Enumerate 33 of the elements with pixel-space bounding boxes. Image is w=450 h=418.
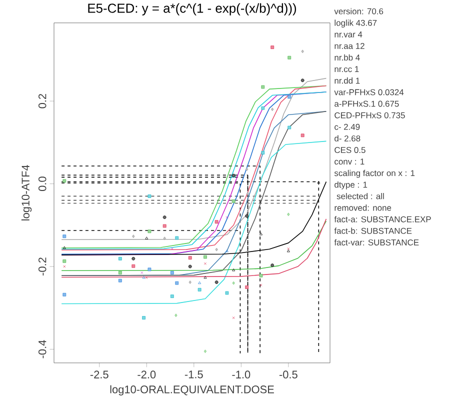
x-tick-label: -2.0 — [138, 370, 156, 378]
text: var-PFHxS 0.0324 — [334, 89, 404, 96]
text: scaling factor on x : 1 — [334, 170, 415, 178]
text: CED-PFHxS 0.735 — [334, 112, 405, 118]
x-tick-label: -1.0 — [232, 370, 250, 378]
y-tick-label: -0.4 — [38, 340, 46, 358]
text: removed: none — [334, 204, 392, 211]
text: dtype : 1 — [334, 181, 368, 190]
y-tick-label: 0.0 — [38, 176, 46, 192]
text: nr.bb 4 — [334, 54, 360, 61]
text: fact-b: SUBSTANCE — [334, 228, 412, 234]
text: CES 0.5 — [334, 147, 366, 154]
x-tick-label: -0.5 — [279, 370, 298, 378]
y-tick-label: 0.2 — [38, 94, 46, 108]
text: nr.aa 12 — [334, 43, 364, 50]
x-axis-title: log10-ORAL.EQUIVALENT.DOSE — [110, 385, 274, 396]
text: nr.var 4 — [334, 32, 362, 38]
text: fact-var: SUBSTANCE — [334, 239, 419, 246]
text: nr.dd 1 — [334, 77, 360, 84]
x-tick-label: -1.5 — [184, 370, 203, 378]
text: selected : all — [336, 193, 384, 200]
text: loglik 43.67 — [334, 20, 377, 28]
text: version: 70.6 — [334, 8, 384, 14]
text: a-PFHxS.1 0.675 — [334, 100, 399, 107]
text: nr.cc 1 — [334, 66, 359, 72]
y-axis-title: log10-ATF4 — [21, 165, 32, 220]
text: d- 2.68 — [334, 135, 360, 142]
text: c- 2.49 — [334, 124, 360, 130]
y-tick-label: -0.2 — [38, 258, 46, 276]
text: fact-a: SUBSTANCE.EXP — [334, 216, 431, 222]
chart-title: E5-CED: y = a*(c^(1 - exp(-(x/b)^d))) — [88, 3, 296, 16]
x-tick-label: -2.5 — [90, 370, 108, 378]
text: conv : 1 — [334, 158, 364, 165]
